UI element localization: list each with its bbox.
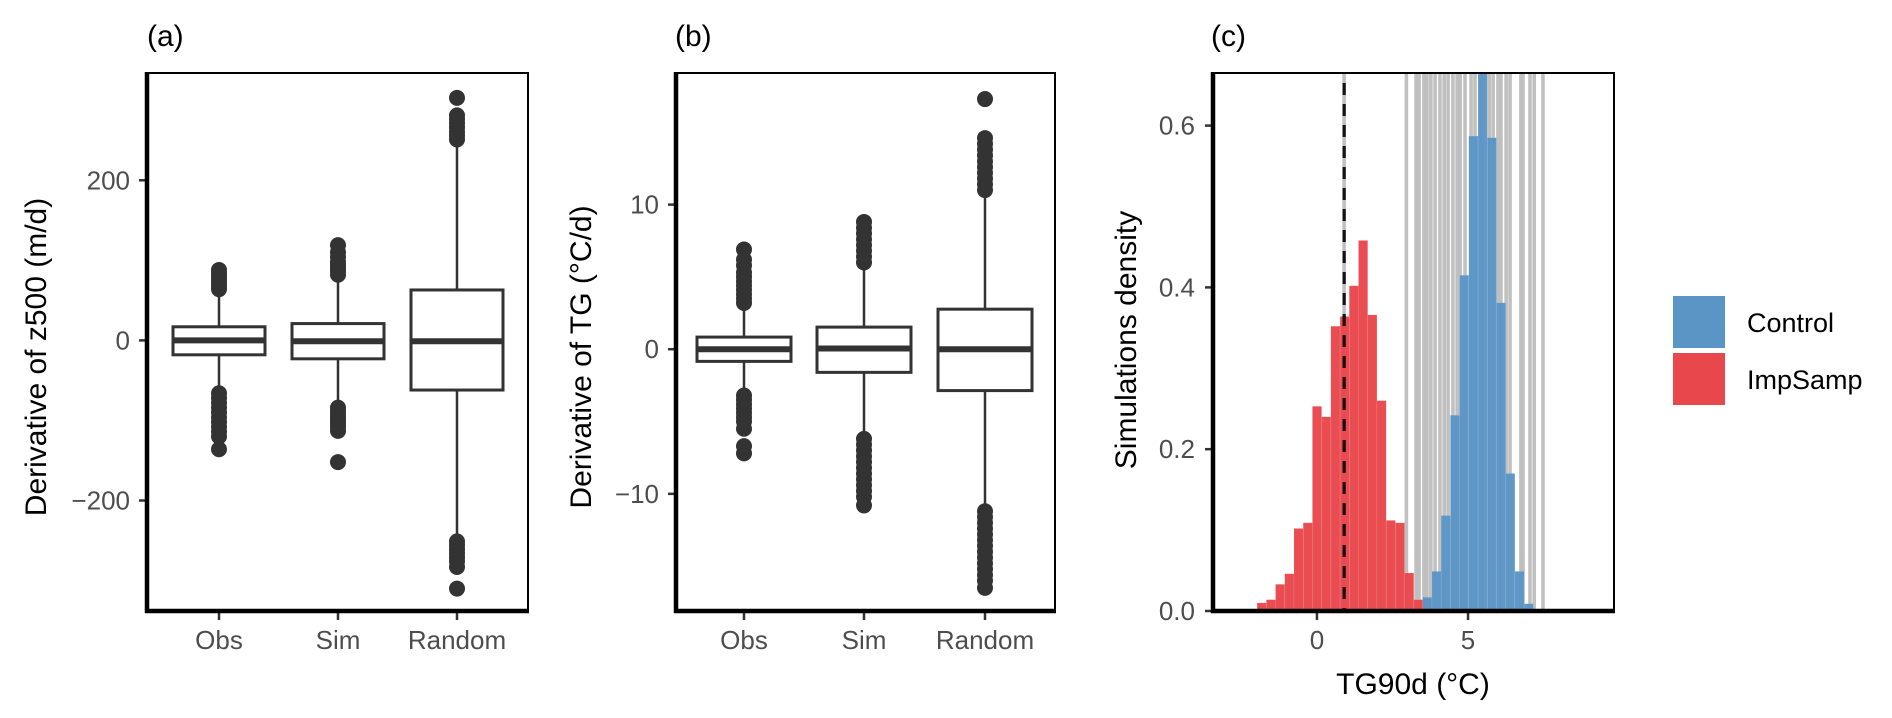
panel-b-y-axis-title: Derivative of TG (°C/d)	[565, 205, 598, 508]
legend-swatch-impsamp	[1673, 353, 1725, 405]
panel-b-label: (b)	[675, 20, 712, 53]
panel-c-label: (c)	[1211, 20, 1246, 53]
panel-a-boxplot: (a) Derivative of z500 (m/d) 200 0 −200 Obs…	[20, 20, 529, 655]
histogram-bar	[1358, 240, 1369, 611]
outlier-point	[856, 213, 872, 230]
histogram-bar	[1395, 522, 1405, 611]
outlier-point	[330, 454, 346, 471]
x-tick-label: Sim	[842, 625, 887, 655]
histogram-bar	[1367, 314, 1378, 611]
histogram-bar	[1321, 416, 1332, 611]
outlier-point	[211, 428, 227, 445]
histogram-bar	[1376, 400, 1387, 611]
outlier-point	[736, 445, 752, 462]
histogram-bar	[1477, 73, 1488, 611]
panel-b-boxplot: (b) Derivative of TG (°C/d) 10 0 −10 Obs Sim…	[565, 20, 1056, 655]
outlier-point	[449, 580, 465, 597]
histogram-bar	[1431, 571, 1442, 611]
y-tick-label: 0.0	[1159, 596, 1195, 626]
x-tick-label: Random	[408, 625, 506, 655]
histogram-bar	[1440, 515, 1451, 611]
box-random	[409, 89, 505, 597]
histogram-bar	[1505, 473, 1516, 611]
histogram-bar	[1275, 584, 1286, 611]
box-obs	[695, 241, 793, 462]
histogram-bar	[1385, 520, 1396, 611]
panel-c-y-axis-title: Simulations density	[1110, 211, 1143, 469]
box-obs	[171, 261, 267, 458]
box-sim	[815, 213, 913, 514]
x-tick-label: Obs	[720, 625, 768, 655]
y-tick-label: 10	[630, 190, 659, 220]
outlier-point	[856, 497, 872, 514]
outlier-point	[736, 241, 752, 258]
x-tick-label: 5	[1461, 625, 1475, 655]
histogram-bar	[1330, 325, 1341, 611]
outlier-point	[330, 237, 346, 254]
outlier-point	[449, 107, 465, 124]
panel-a-y-axis-title: Derivative of z500 (m/d)	[20, 198, 53, 516]
histogram-bar	[1293, 528, 1304, 611]
y-tick-label: −200	[71, 486, 130, 516]
legend-swatch-control	[1673, 296, 1725, 348]
histogram-bar	[1496, 302, 1506, 611]
x-tick-label: 0	[1310, 625, 1324, 655]
y-tick-label: 0	[116, 325, 130, 355]
histogram-bar	[1459, 274, 1470, 611]
plot-inner	[1256, 73, 1545, 611]
y-tick-label: 0.2	[1159, 434, 1195, 464]
panel-c-histogram: (c) Simulations density TG90d (°C) 0.00.…	[1110, 20, 1615, 701]
outlier-point	[211, 441, 227, 458]
panel-a-plot-area: 200 0 −200 Obs Sim Random	[71, 72, 529, 655]
histogram-bar	[1486, 137, 1497, 611]
box-sim	[290, 237, 386, 471]
histogram-bar	[1284, 573, 1295, 611]
x-tick-label: Random	[936, 625, 1034, 655]
panel-a-label: (a)	[147, 20, 184, 53]
y-tick-label: 0.4	[1159, 272, 1195, 302]
histogram-bar	[1450, 414, 1460, 611]
y-tick-label: 200	[87, 165, 130, 195]
y-tick-label: 0.6	[1159, 111, 1195, 141]
panel-c-plot-area: 0.0 0.2 0.4 0.6 0 5	[1159, 72, 1615, 655]
legend-label-control: Control	[1747, 308, 1834, 338]
outlier-point	[211, 261, 227, 278]
histogram-bar	[1348, 285, 1359, 611]
outlier-point	[977, 579, 993, 596]
histogram-bar	[1312, 406, 1322, 611]
y-tick-label: −10	[615, 479, 659, 509]
panel-b-plot-area: 10 0 −10 Obs Sim Random	[615, 72, 1056, 655]
x-tick-label: Obs	[195, 625, 243, 655]
histogram-bar	[1302, 522, 1313, 611]
outlier-point	[449, 89, 465, 106]
plot-frame	[1212, 72, 1615, 612]
histogram-bar	[1404, 572, 1415, 611]
legend: Control ImpSamp	[1673, 296, 1863, 405]
outlier-point	[977, 91, 993, 108]
legend-label-impsamp: ImpSamp	[1747, 365, 1863, 395]
y-tick-label: 0	[645, 334, 659, 364]
x-tick-label: Sim	[316, 625, 361, 655]
panel-c-x-axis-title: TG90d (°C)	[1336, 668, 1490, 701]
histogram-control	[1422, 73, 1534, 611]
outlier-point	[736, 420, 752, 437]
outlier-point	[330, 422, 346, 439]
outlier-point	[449, 558, 465, 575]
histogram-bar	[1523, 603, 1534, 611]
box-random	[936, 91, 1034, 596]
histogram-bar	[1514, 571, 1525, 611]
outlier-point	[977, 130, 993, 147]
histogram-bar	[1468, 135, 1479, 611]
